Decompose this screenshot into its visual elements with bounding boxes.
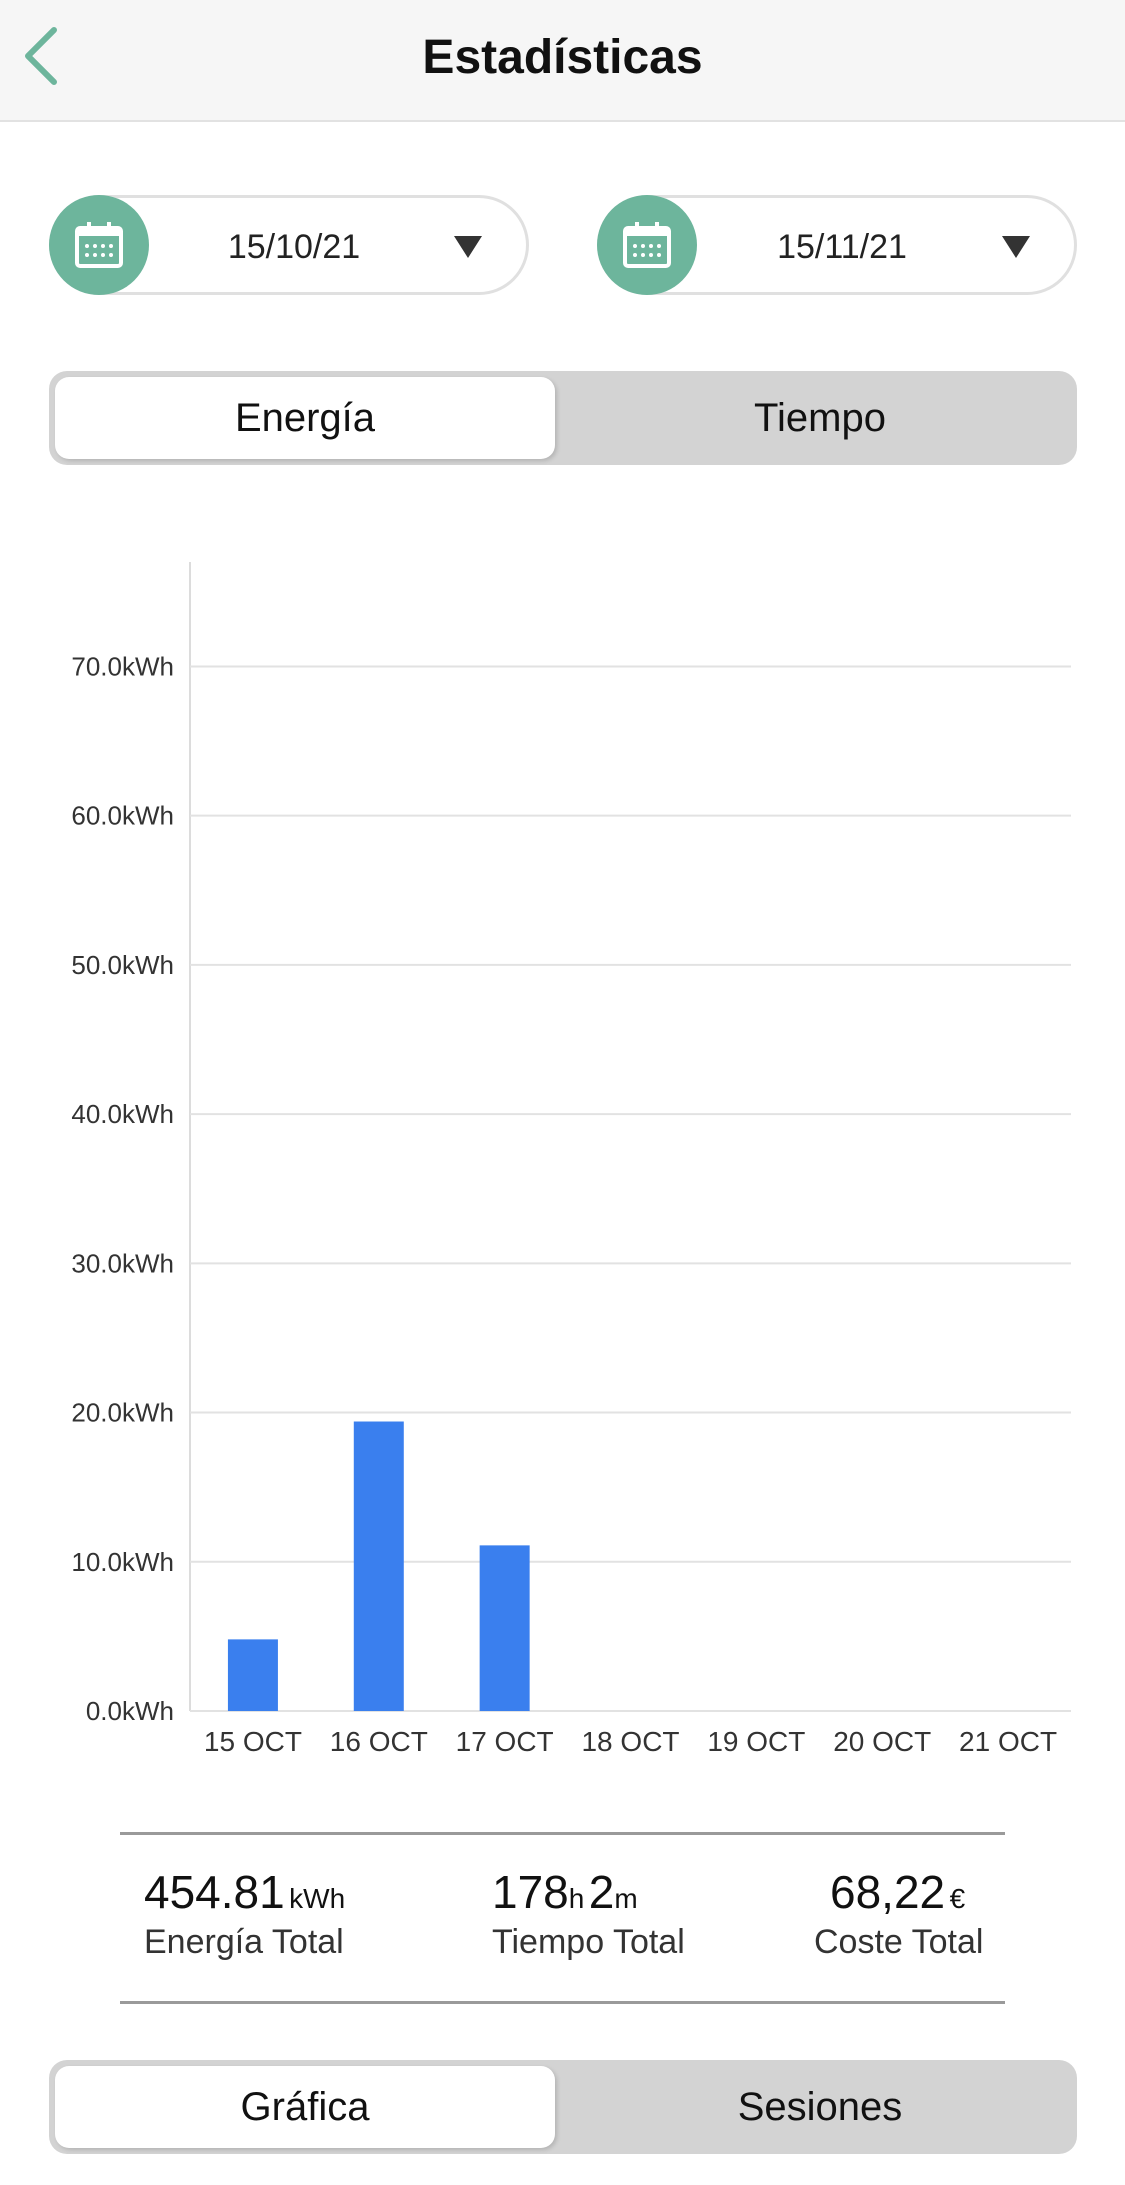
y-tick-label: 50.0kWh <box>71 950 174 980</box>
time-total: 178h 2m Tiempo Total <box>492 1865 685 1962</box>
tab-grafica[interactable]: Gráfica <box>55 2066 555 2148</box>
tab-tiempo[interactable]: Tiempo <box>754 395 886 440</box>
time-minutes: 2 <box>588 1866 615 1918</box>
end-date-picker[interactable]: 15/11/21 <box>597 195 1077 295</box>
x-tick-label: 16 OCT <box>330 1726 428 1757</box>
tab-energia[interactable]: Energía <box>55 377 555 459</box>
energy-bar-chart: 0.0kWh 10.0kWh 20.0kWh 30.0kWh 40.0kWh 50.0kW… <box>71 562 1071 1757</box>
x-tick-label: 20 OCT <box>833 1726 931 1757</box>
dropdown-arrow-icon <box>454 236 482 258</box>
nav-header: Estadísticas <box>0 0 1125 122</box>
start-date-picker[interactable]: 15/10/21 <box>49 195 529 295</box>
x-tick-label: 19 OCT <box>707 1726 805 1757</box>
page-title: Estadísticas <box>422 31 703 84</box>
currency-unit: € <box>949 1883 966 1914</box>
metric-toggle: Energía Tiempo <box>49 371 1077 465</box>
bar <box>479 1545 530 1711</box>
bar <box>227 1639 278 1711</box>
energy-total-value: 454.81 <box>144 1866 285 1918</box>
cost-total-value: 68,22 <box>830 1866 946 1918</box>
summary-panel: 454.81 kWh Energía Total 178h 2m Tiempo … <box>120 1832 1005 2004</box>
bar <box>353 1421 404 1711</box>
y-tick-label: 60.0kWh <box>71 801 174 831</box>
energy-total: 454.81 kWh Energía Total <box>144 1865 345 1962</box>
calendar-icon <box>49 195 149 295</box>
y-tick-label: 20.0kWh <box>71 1398 174 1428</box>
calendar-icon <box>597 195 697 295</box>
cost-total-label: Coste Total <box>814 1923 984 1961</box>
x-tick-label: 15 OCT <box>204 1726 302 1757</box>
view-toggle: Gráfica Sesiones <box>49 2060 1077 2154</box>
y-tick-label: 10.0kWh <box>71 1547 174 1577</box>
y-tick-label: 0.0kWh <box>86 1696 174 1726</box>
hours-unit: h <box>568 1883 585 1914</box>
y-tick-label: 70.0kWh <box>71 651 174 681</box>
chevron-left-icon[interactable] <box>22 26 62 86</box>
tab-sesiones[interactable]: Sesiones <box>737 2084 903 2129</box>
energy-total-label: Energía Total <box>144 1923 344 1961</box>
x-tick-label: 18 OCT <box>581 1726 679 1757</box>
dropdown-arrow-icon <box>1002 236 1030 258</box>
energy-unit: kWh <box>289 1883 346 1914</box>
y-tick-label: 40.0kWh <box>71 1099 174 1129</box>
minutes-unit: m <box>614 1883 638 1914</box>
time-total-label: Tiempo Total <box>492 1923 685 1961</box>
end-date-value: 15/11/21 <box>777 228 907 266</box>
x-tick-label: 17 OCT <box>456 1726 554 1757</box>
y-tick-label: 30.0kWh <box>71 1248 174 1278</box>
start-date-value: 15/10/21 <box>227 228 361 266</box>
cost-total: 68,22 € Coste Total <box>814 1865 983 1962</box>
time-hours: 178 <box>492 1866 569 1918</box>
x-tick-label: 21 OCT <box>959 1726 1057 1757</box>
